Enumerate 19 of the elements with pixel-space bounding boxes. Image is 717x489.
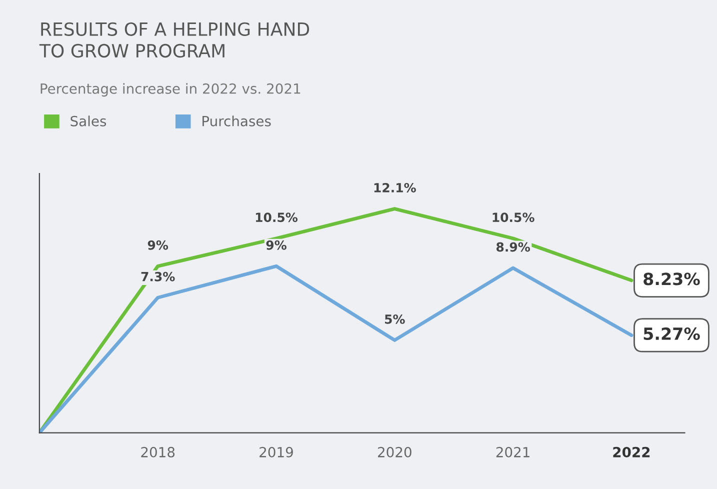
chart-title: RESULTS OF A HELPING HAND TO GROW PROGRAM	[39, 22, 310, 58]
data-label: 7.3%	[141, 272, 175, 282]
chart-subtitle: Percentage increase in 2022 vs. 2021	[40, 83, 300, 97]
x-tick-label: 2021	[496, 446, 530, 458]
legend-label: Purchases	[202, 116, 271, 126]
data-label: 5%	[385, 314, 405, 324]
data-label: 5.27%	[644, 327, 700, 340]
data-label: 9%	[266, 240, 286, 250]
data-label: 10.5%	[256, 212, 298, 222]
legend-label: Sales	[70, 116, 106, 126]
data-label: 9%	[148, 240, 168, 250]
x-tick-label: 2020	[378, 446, 412, 458]
data-label: 10.5%	[492, 212, 534, 222]
x-tick-label: 2022	[613, 446, 650, 458]
data-label: 12.1%	[374, 183, 416, 192]
x-tick-label: 2019	[260, 446, 293, 458]
x-tick-label: 2018	[141, 446, 175, 458]
data-label: 8.9%	[496, 242, 530, 252]
data-label: 8.23%	[644, 272, 700, 286]
